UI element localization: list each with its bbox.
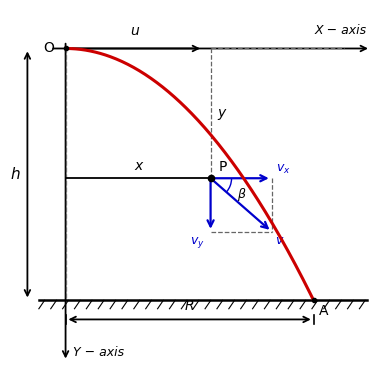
Text: A: A — [319, 304, 329, 318]
Text: u: u — [130, 24, 139, 38]
Text: P: P — [219, 160, 228, 174]
Text: X − axis: X − axis — [314, 24, 367, 37]
Text: y: y — [218, 106, 226, 120]
Text: R: R — [185, 298, 195, 313]
Text: h: h — [10, 167, 20, 182]
Text: v: v — [275, 234, 282, 247]
Text: x: x — [134, 159, 142, 173]
Text: $v_x$: $v_x$ — [276, 163, 291, 176]
Text: O: O — [43, 41, 54, 55]
Text: Y − axis: Y − axis — [73, 346, 124, 359]
Text: $v_y$: $v_y$ — [190, 235, 205, 250]
Text: β: β — [237, 188, 245, 201]
